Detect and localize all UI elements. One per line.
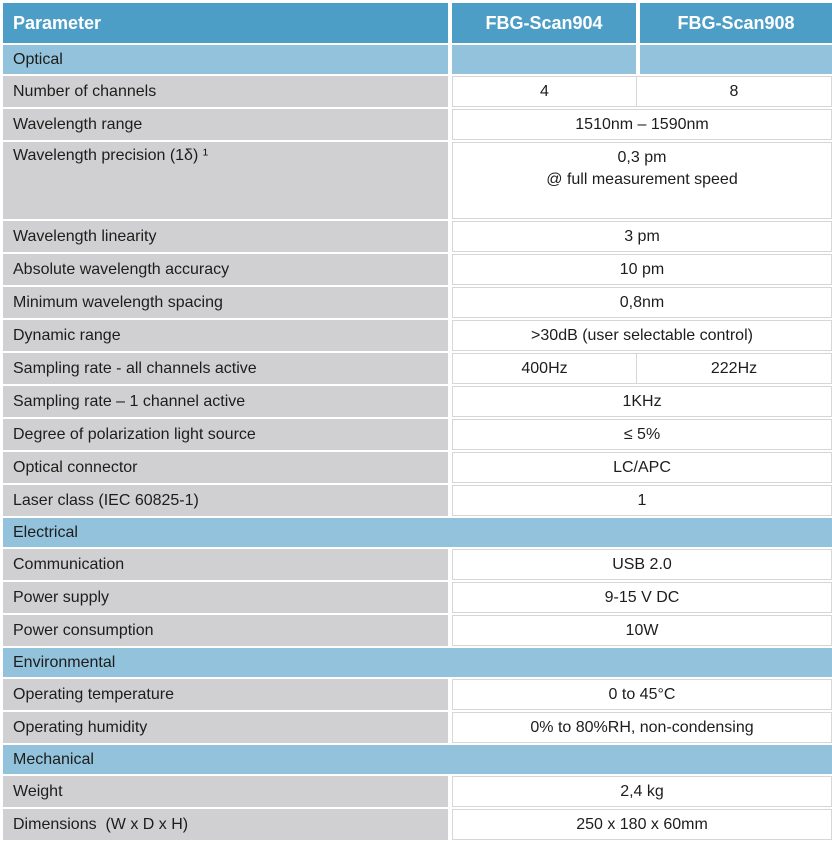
table-row: Absolute wavelength accuracy 10 pm: [3, 254, 832, 285]
table-header-row: Parameter FBG-Scan904 FBG-Scan908: [3, 3, 832, 43]
table-row: Number of channels 4 8: [3, 76, 832, 107]
table-row: Weight 2,4 kg: [3, 776, 832, 807]
table-row: Optical connector LC/APC: [3, 452, 832, 483]
value-cell: 10 pm: [452, 254, 832, 285]
column-divider: [636, 77, 637, 106]
value-cell: 3 pm: [452, 221, 832, 252]
section-spacer-col2: [640, 45, 832, 74]
table-row: Wavelength linearity 3 pm: [3, 221, 832, 252]
section-label: Optical: [3, 45, 448, 74]
value-cell: ≤ 5%: [452, 419, 832, 450]
parameter-cell: Sampling rate - all channels active: [3, 353, 448, 384]
value-cell: 9-15 V DC: [452, 582, 832, 613]
parameter-cell: Sampling rate – 1 channel active: [3, 386, 448, 417]
table-row: Operating humidity 0% to 80%RH, non-conde…: [3, 712, 832, 743]
value-cell: 0,8nm: [452, 287, 832, 318]
parameter-cell: Wavelength linearity: [3, 221, 448, 252]
value-cell-scan904: 400Hz: [521, 359, 568, 377]
section-row-optical: Optical: [3, 45, 832, 74]
parameter-cell: Optical connector: [3, 452, 448, 483]
section-row-environmental: Environmental: [3, 648, 832, 677]
parameter-cell: Operating humidity: [3, 712, 448, 743]
table-row: Power consumption 10W: [3, 615, 832, 646]
table-row: Dimensions (W x D x H) 250 x 180 x 60mm: [3, 809, 832, 840]
section-row-electrical: Electrical: [3, 518, 832, 547]
parameter-cell: Number of channels: [3, 76, 448, 107]
parameter-cell: Absolute wavelength accuracy: [3, 254, 448, 285]
table-body: Optical Number of channels 4 8 Wavelength ra…: [3, 45, 832, 840]
parameter-cell: Wavelength precision (1δ) ¹: [3, 142, 448, 219]
parameter-cell: Wavelength range: [3, 109, 448, 140]
value-cell: 0% to 80%RH, non-condensing: [452, 712, 832, 743]
header-fbg-scan908-label: FBG-Scan908: [640, 3, 832, 43]
value-cell: 1: [452, 485, 832, 516]
parameter-cell: Minimum wavelength spacing: [3, 287, 448, 318]
value-cell-scan908: 222Hz: [710, 359, 758, 377]
value-cell: 1KHz: [452, 386, 832, 417]
parameter-cell: Operating temperature: [3, 679, 448, 710]
parameter-cell: Power consumption: [3, 615, 448, 646]
parameter-cell: Weight: [3, 776, 448, 807]
parameter-cell: Communication: [3, 549, 448, 580]
table-row: Laser class (IEC 60825-1) 1: [3, 485, 832, 516]
table-row: Minimum wavelength spacing 0,8nm: [3, 287, 832, 318]
table-row: Sampling rate - all channels active 400Hz…: [3, 353, 832, 384]
value-cell: 0,3 pm @ full measurement speed: [452, 142, 832, 219]
parameter-cell: Dynamic range: [3, 320, 448, 351]
value-cell: LC/APC: [452, 452, 832, 483]
table-row: Dynamic range >30dB (user selectable cont…: [3, 320, 832, 351]
table-row: Wavelength range 1510nm – 1590nm: [3, 109, 832, 140]
value-cell: 0 to 45°C: [452, 679, 832, 710]
parameter-cell: Power supply: [3, 582, 448, 613]
value-cell-scan908: 8: [729, 82, 739, 100]
header-fbg-scan904-label: FBG-Scan904: [452, 3, 636, 43]
value-cell: 2,4 kg: [452, 776, 832, 807]
table-row: Communication USB 2.0: [3, 549, 832, 580]
value-cell-scan904: 4: [540, 82, 549, 100]
section-spacer-col1: [452, 45, 636, 74]
parameter-cell: Dimensions (W x D x H): [3, 809, 448, 840]
header-parameter-label: Parameter: [3, 3, 448, 43]
value-cells: 400Hz 222Hz: [452, 353, 832, 384]
parameter-cell: Laser class (IEC 60825-1): [3, 485, 448, 516]
value-cell: >30dB (user selectable control): [452, 320, 832, 351]
value-cell: 1510nm – 1590nm: [452, 109, 832, 140]
column-divider: [636, 354, 637, 383]
table-row: Degree of polarization light source ≤ 5%: [3, 419, 832, 450]
section-label: Environmental: [3, 648, 832, 677]
section-label: Mechanical: [3, 745, 832, 774]
section-row-mechanical: Mechanical: [3, 745, 832, 774]
table-row: Power supply 9-15 V DC: [3, 582, 832, 613]
value-cell: 10W: [452, 615, 832, 646]
table-row: Operating temperature 0 to 45°C: [3, 679, 832, 710]
value-cell: USB 2.0: [452, 549, 832, 580]
parameter-cell: Degree of polarization light source: [3, 419, 448, 450]
value-cell: 250 x 180 x 60mm: [452, 809, 832, 840]
table-row: Sampling rate – 1 channel active 1KHz: [3, 386, 832, 417]
section-label: Electrical: [3, 518, 832, 547]
table-row: Wavelength precision (1δ) ¹ 0,3 pm @ full…: [3, 142, 832, 219]
